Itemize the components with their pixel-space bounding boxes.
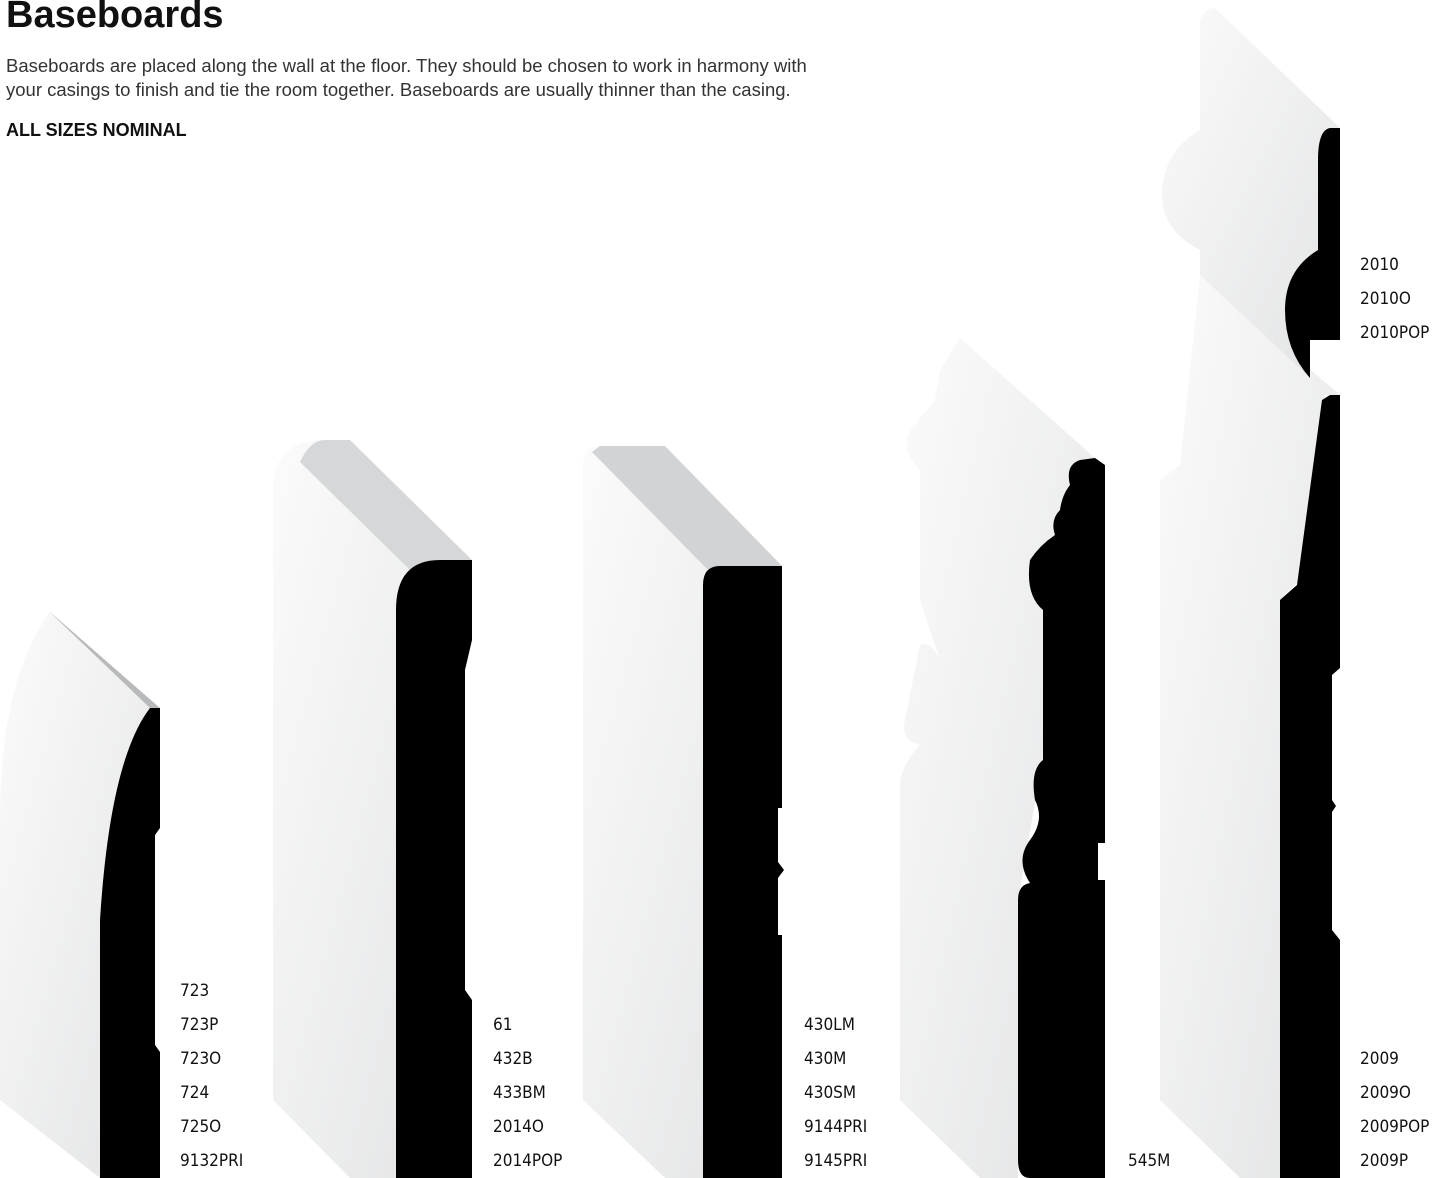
model-code: 2010POP <box>1360 323 1430 343</box>
model-code: 61 <box>493 1015 513 1035</box>
model-code: 2009O <box>1360 1083 1411 1103</box>
model-code: 2010 <box>1360 255 1399 275</box>
model-code: 9132PRI <box>180 1151 244 1171</box>
code-list: 2010 2010O 2010POP <box>1360 248 1429 350</box>
profile-545m <box>900 338 1105 1178</box>
model-code: 432B <box>493 1049 533 1069</box>
profile-2010 <box>1161 8 1340 378</box>
profile-723 <box>0 612 160 1178</box>
model-code: 430M <box>804 1049 847 1069</box>
description: Baseboards are placed along the wall at … <box>6 54 807 102</box>
model-code: 724 <box>180 1083 210 1103</box>
model-code: 430SM <box>804 1083 857 1103</box>
model-code: 2009P <box>1360 1151 1409 1171</box>
model-code: 725O <box>180 1117 222 1137</box>
note: ALL SIZES NOMINAL <box>6 120 187 140</box>
description-line: your casings to finish and tie the room … <box>6 79 791 100</box>
model-code: 2009 <box>1360 1049 1399 1069</box>
code-list: 723 723P 723O 724 725O 9132PRI <box>180 974 243 1178</box>
title: Baseboards <box>6 0 224 36</box>
code-list: 61 432B 433BM 2014O 2014POP <box>493 1008 562 1178</box>
profile-430 <box>583 446 784 1178</box>
model-code: 723P <box>180 1015 219 1035</box>
model-code: 2014POP <box>493 1151 563 1171</box>
model-code: 545M <box>1128 1151 1171 1171</box>
model-code: 2010O <box>1360 289 1411 309</box>
profile-2009 <box>1160 275 1340 1178</box>
model-code: 2009POP <box>1360 1117 1430 1137</box>
model-code: 9145PRI <box>804 1151 868 1171</box>
model-code: 2014O <box>493 1117 544 1137</box>
description-line: Baseboards are placed along the wall at … <box>6 55 807 76</box>
code-list: 545M <box>1128 1144 1170 1178</box>
profile-61 <box>273 440 472 1178</box>
code-list: 2009 2009O 2009POP 2009P <box>1360 1042 1429 1178</box>
model-code: 723 <box>180 981 210 1001</box>
code-list: 430LM 430M 430SM 9144PRI 9145PRI <box>804 1008 867 1178</box>
model-code: 9144PRI <box>804 1117 868 1137</box>
model-code: 433BM <box>493 1083 546 1103</box>
model-code: 430LM <box>804 1015 855 1035</box>
model-code: 723O <box>180 1049 222 1069</box>
